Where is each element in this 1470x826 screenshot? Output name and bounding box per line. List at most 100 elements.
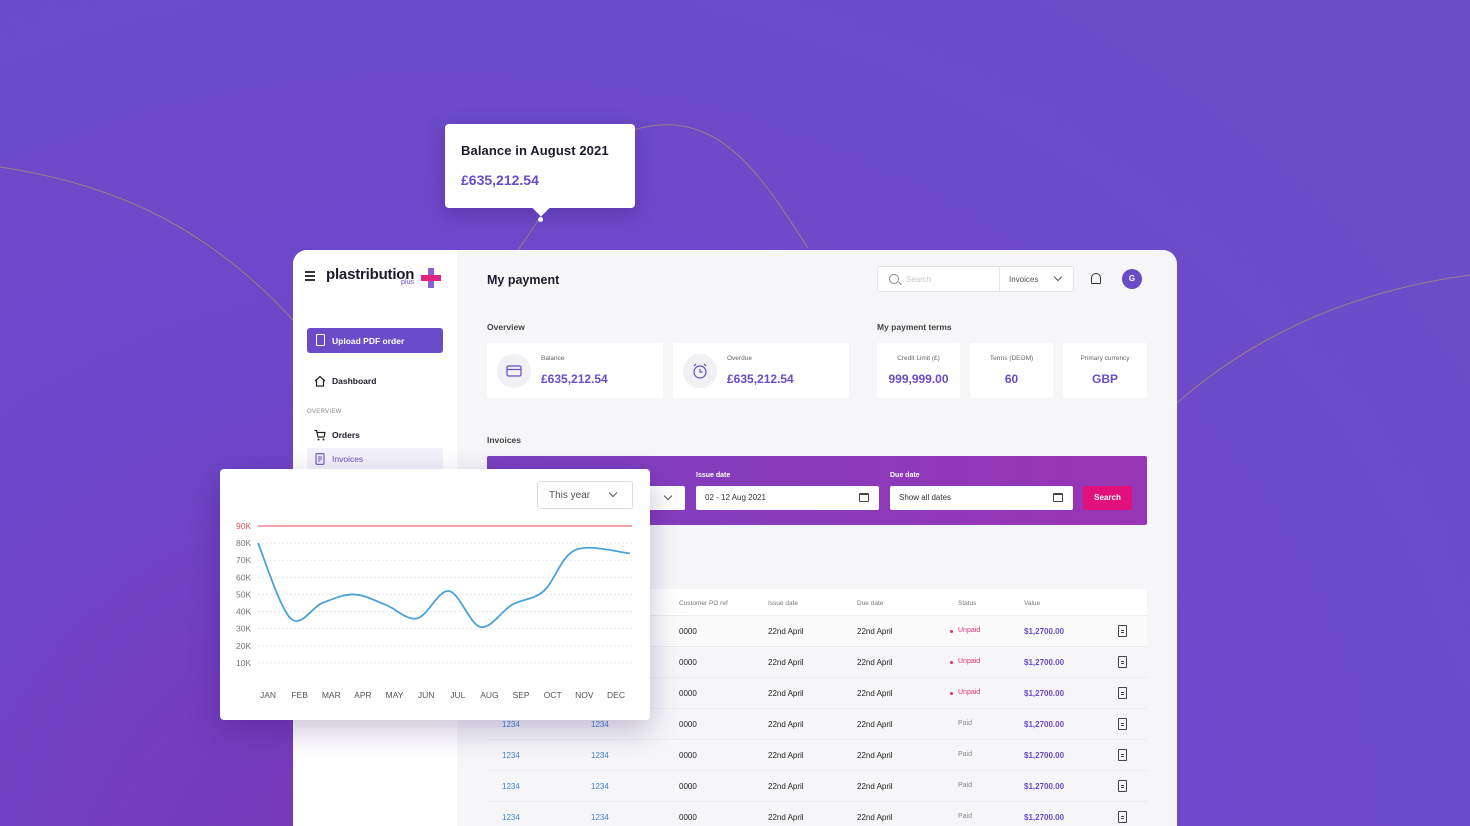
- bell-icon[interactable]: [1091, 273, 1101, 284]
- overview-heading: Overview: [487, 322, 525, 332]
- column-header[interactable]: Value: [1024, 600, 1041, 607]
- range-select[interactable]: This year: [537, 481, 633, 509]
- sidebar-item-orders[interactable]: Orders: [307, 424, 443, 446]
- status-badge: Paid: [958, 751, 973, 758]
- invoice-number-link[interactable]: 1234: [502, 751, 520, 760]
- table-row[interactable]: 0000 22nd April 22nd April Unpaid $1,2700.00: [487, 646, 1147, 677]
- x-tick-label: AUG: [480, 690, 498, 700]
- sidebar-section-label: OVERVIEW: [307, 409, 342, 415]
- value-cell: $1,2700.00: [1024, 813, 1065, 822]
- search-scope-select[interactable]: Invoices: [999, 266, 1074, 292]
- document-icon[interactable]: [1118, 749, 1127, 761]
- value-cell: $1,2700.00: [1024, 658, 1065, 667]
- status-badge: Unpaid: [958, 627, 981, 634]
- invoice-number-link[interactable]: 1234: [502, 782, 520, 791]
- avatar[interactable]: G: [1122, 269, 1142, 289]
- overdue-card: Overdue £635,212.54: [673, 343, 849, 398]
- calendar-icon: [1053, 493, 1063, 502]
- card-label: Balance: [541, 355, 565, 362]
- logo-subtext: plus: [401, 279, 414, 286]
- x-tick-label: MAR: [322, 690, 341, 700]
- x-tick-label: DEC: [607, 690, 625, 700]
- y-tick-label: 90K: [236, 521, 251, 531]
- alarm-clock-icon: [683, 354, 717, 388]
- chevron-down-icon: [608, 488, 618, 498]
- x-tick-label: JUN: [418, 690, 435, 700]
- sidebar-item-dashboard[interactable]: Dashboard: [307, 370, 443, 392]
- status-badge: Paid: [958, 720, 973, 727]
- due-date-input[interactable]: Show all dates: [890, 486, 1073, 510]
- upload-pdf-button[interactable]: Upload PDF order: [307, 328, 443, 353]
- card-value: 999,999.00: [888, 372, 949, 386]
- po-ref-cell: 0000: [679, 720, 697, 729]
- order-number-link[interactable]: 1234: [591, 813, 609, 822]
- status-dot: [950, 630, 953, 633]
- x-tick-label: APR: [354, 690, 371, 700]
- table-row[interactable]: 0000 22nd April 22nd April Unpaid $1,2700.00: [487, 677, 1147, 708]
- logo-text: plastribution: [326, 266, 415, 283]
- document-icon[interactable]: [1118, 625, 1127, 637]
- due-date-cell: 22nd April: [857, 658, 893, 667]
- series-line: [257, 542, 631, 628]
- y-tick-label: 20K: [236, 641, 251, 651]
- document-icon: [316, 334, 325, 346]
- document-icon[interactable]: [1118, 687, 1127, 699]
- sidebar-item-label: Orders: [332, 430, 360, 440]
- sidebar-item-invoices[interactable]: Invoices: [307, 448, 443, 470]
- balance-tooltip: Balance in August 2021 £635,212.54: [445, 124, 635, 217]
- search-input[interactable]: Search: [877, 266, 1000, 292]
- document-icon[interactable]: [1118, 656, 1127, 668]
- status-dot: [950, 692, 953, 695]
- y-tick-label: 30K: [236, 624, 251, 634]
- table-row[interactable]: 1234 1234 0000 22nd April 22nd April Paid $1,2…: [487, 770, 1147, 801]
- table-row[interactable]: 1234 1234 0000 22nd April 22nd April Paid $1,2…: [487, 708, 1147, 739]
- value-cell: $1,2700.00: [1024, 689, 1065, 698]
- card-value: GBP: [1091, 372, 1118, 386]
- document-icon[interactable]: [1118, 780, 1127, 792]
- due-date-cell: 22nd April: [857, 627, 893, 636]
- issue-date-cell: 22nd April: [768, 658, 804, 667]
- x-tick-label: NOV: [575, 690, 594, 700]
- balance-chart-card: 10K 20K 30K 40K 50K 60K 70K 80K 90K JAN FEB MAR APR M…: [220, 469, 650, 720]
- status-dot: [950, 661, 953, 664]
- chevron-down-icon: [1053, 272, 1063, 282]
- balance-card: Balance £635,212.54: [487, 343, 663, 398]
- table-row[interactable]: 1234 1234 0000 22nd April 22nd April Paid $1,2…: [487, 801, 1147, 826]
- cart-icon: [314, 429, 326, 441]
- order-number-link[interactable]: 1234: [591, 782, 609, 791]
- upload-label: Upload PDF order: [332, 335, 405, 346]
- table-row[interactable]: 1234 1234 0000 22nd April 22nd April Paid $1,2…: [487, 739, 1147, 770]
- search-scope-value: Invoices: [1009, 275, 1039, 284]
- terms-card: Terms (DEOM) 60: [970, 343, 1053, 398]
- card-value: £635,212.54: [727, 372, 794, 386]
- issue-date-value: 02 - 12 Aug 2021: [705, 493, 766, 502]
- tooltip-anchor-dot: [538, 217, 543, 222]
- credit-card-icon: [497, 354, 531, 388]
- search-button[interactable]: Search: [1083, 486, 1132, 510]
- issue-date-cell: 22nd April: [768, 813, 804, 822]
- issue-date-input[interactable]: 02 - 12 Aug 2021: [696, 486, 879, 510]
- issue-date-cell: 22nd April: [768, 627, 804, 636]
- column-header[interactable]: Issue date: [768, 600, 798, 607]
- due-date-cell: 22nd April: [857, 720, 893, 729]
- column-header[interactable]: Customer PO ref: [679, 600, 728, 607]
- due-date-cell: 22nd April: [857, 813, 893, 822]
- order-number-link[interactable]: 1234: [591, 720, 609, 729]
- sidebar-item-label: Dashboard: [332, 376, 377, 386]
- y-tick-label: 40K: [236, 607, 251, 617]
- search-icon: [889, 274, 899, 284]
- column-header[interactable]: Status: [958, 600, 977, 607]
- invoice-number-link[interactable]: 1234: [502, 813, 520, 822]
- search-placeholder: Search: [906, 275, 932, 284]
- column-header[interactable]: Due date: [857, 600, 884, 607]
- menu-icon[interactable]: [305, 271, 315, 283]
- page-title: My payment: [487, 273, 560, 287]
- logo-cross-icon: [421, 268, 441, 288]
- po-ref-cell: 0000: [679, 751, 697, 760]
- order-number-link[interactable]: 1234: [591, 751, 609, 760]
- x-tick-label: MAY: [386, 690, 404, 700]
- document-icon[interactable]: [1118, 718, 1127, 730]
- y-tick-label: 10K: [236, 658, 251, 668]
- document-icon[interactable]: [1118, 811, 1127, 823]
- invoice-number-link[interactable]: 1234: [502, 720, 520, 729]
